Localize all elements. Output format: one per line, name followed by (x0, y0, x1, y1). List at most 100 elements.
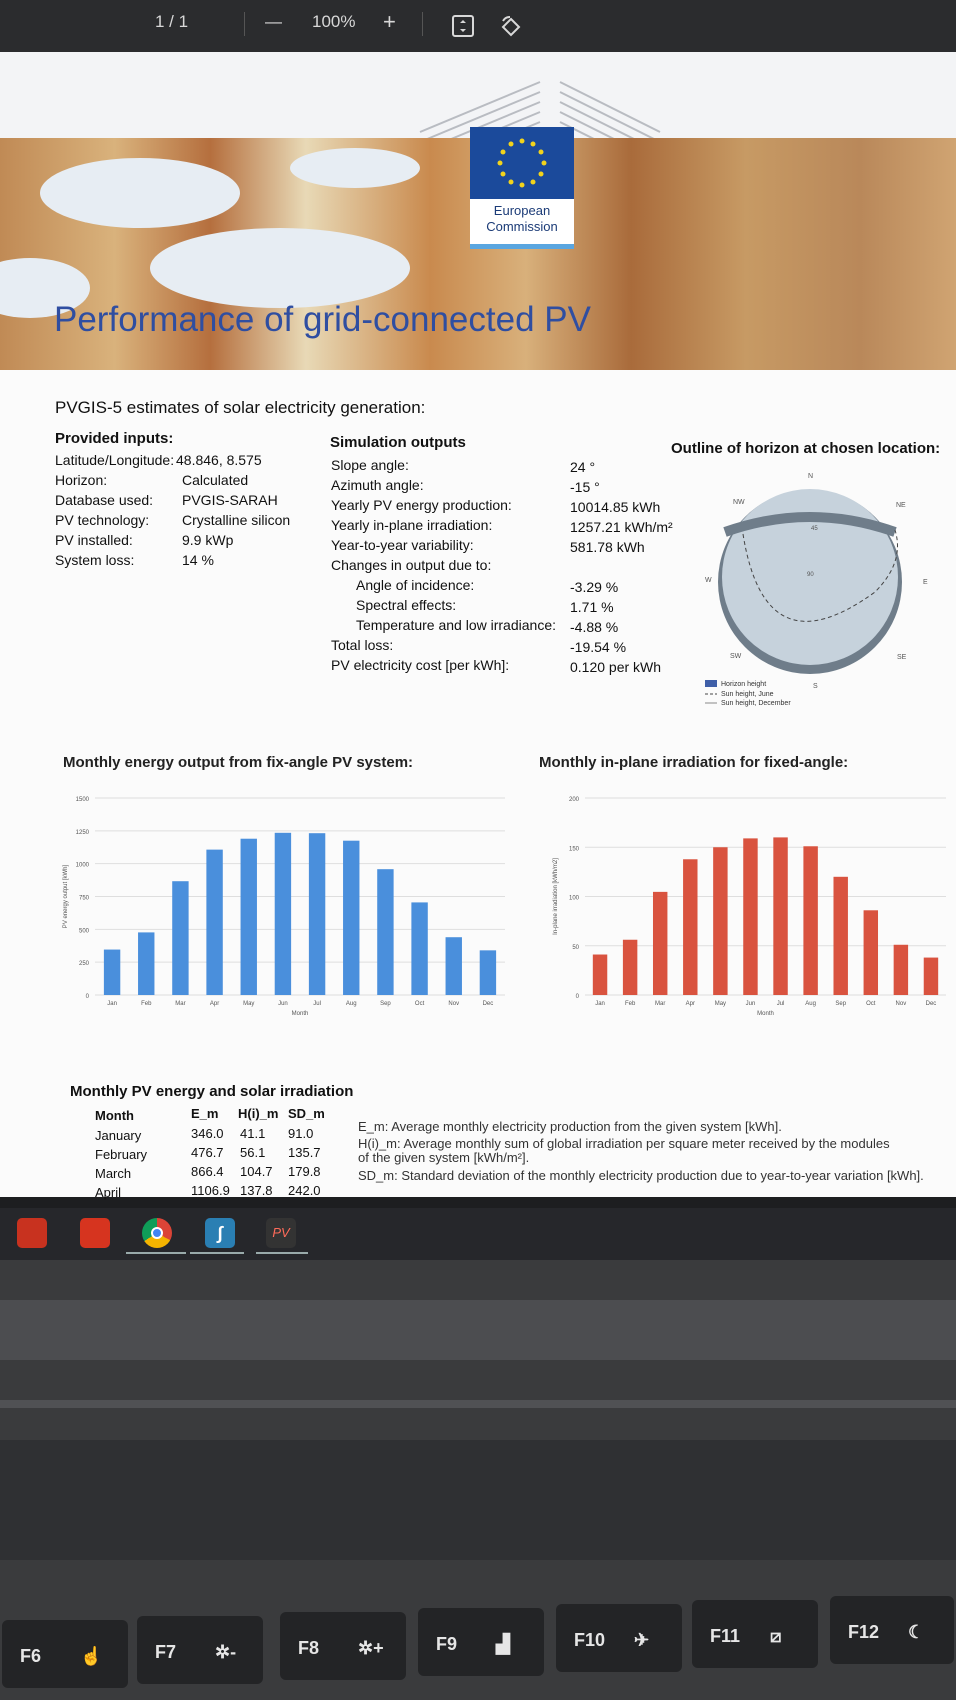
x-tick-label: Sep (835, 1001, 846, 1007)
key-f9[interactable]: F9 ▟ (418, 1608, 544, 1676)
horizon-polar-chart: N NE E SE S SW W NW 45 90 Horizon height… (705, 473, 928, 707)
bar (274, 832, 292, 995)
table-header-sdm: SD_m (288, 1106, 325, 1121)
table-title: Monthly PV energy and solar irradiation (70, 1083, 354, 1100)
x-tick-label: Feb (141, 1001, 152, 1007)
key-f11[interactable]: F11 ⧄ (692, 1600, 818, 1668)
key-f8[interactable]: F8 ✲+ (280, 1612, 406, 1680)
bar (833, 876, 848, 995)
compass-n: N (808, 473, 813, 480)
compass-sw: SW (730, 653, 742, 660)
chrome-icon[interactable] (142, 1218, 172, 1248)
output-value: -19.54 % (570, 639, 627, 655)
table-cell-sdm: 179.8 (288, 1164, 321, 1179)
legend-horizon-swatch (705, 680, 717, 687)
display-icon: ▟ (496, 1634, 510, 1654)
output-value: -3.29 % (570, 579, 619, 595)
irradiation-chart-title: Monthly in-plane irradiation for fixed-a… (539, 754, 849, 771)
bar (343, 840, 360, 995)
y-tick-label: 100 (569, 896, 580, 902)
page-indicator: 1 / 1 (155, 12, 189, 31)
brightness-up-icon: ✲+ (358, 1638, 384, 1658)
bar (445, 937, 462, 995)
key-f7[interactable]: F7 ✲- (137, 1616, 263, 1684)
table-note-him: H(i)_m: Average monthly sum of global ir… (358, 1136, 890, 1151)
x-tick-label: Jun (278, 1001, 288, 1007)
x-tick-label: Jun (746, 1001, 756, 1007)
zoom-in-button[interactable]: + (383, 9, 396, 34)
rotate-icon[interactable] (498, 14, 524, 40)
horizon-sky-disc (722, 489, 898, 665)
bar (172, 881, 189, 995)
legend-december: Sun height, December (721, 700, 791, 707)
office-app-icon[interactable] (17, 1218, 47, 1248)
key-f6[interactable]: F6 ☝ (2, 1620, 128, 1688)
x-tick-label: Jul (777, 1001, 785, 1007)
x-tick-label: Nov (896, 1001, 907, 1007)
bar (138, 932, 155, 995)
ring-label-90: 90 (807, 572, 814, 578)
y-tick-label: 150 (569, 846, 580, 852)
toolbar-divider (422, 12, 423, 36)
x-tick-label: May (243, 1001, 254, 1007)
y-tick-label: 500 (79, 928, 90, 934)
table-note-him-cont: of the given system [kWh/m²]. (358, 1150, 530, 1165)
bar (713, 847, 728, 995)
output-label: Temperature and low irradiance: (356, 617, 556, 633)
output-value: 1257.21 kWh/m² (570, 519, 673, 535)
office-app-icon[interactable] (80, 1218, 110, 1248)
table-header-month: Month (95, 1108, 134, 1123)
pvgis-app-icon[interactable]: PV (266, 1218, 296, 1248)
x-axis-label: Month (757, 1011, 774, 1017)
x-tick-label: Aug (805, 1001, 816, 1007)
key-label: F8 (298, 1638, 320, 1658)
table-cell-em: 866.4 (191, 1164, 224, 1179)
table-header-him: H(i)_m (238, 1106, 279, 1121)
y-axis-label: PV energy output [kWh] (63, 864, 69, 928)
input-value: 14 % (182, 552, 214, 568)
x-tick-label: Mar (655, 1001, 665, 1007)
key-f12[interactable]: F12 ☾ (830, 1596, 954, 1664)
table-cell-em: 1106.9 (191, 1183, 230, 1198)
ring-label-45: 45 (811, 526, 818, 532)
x-tick-label: Oct (866, 1001, 876, 1007)
table-header-em: E_m (191, 1106, 219, 1121)
ec-name-line-1: European (493, 203, 551, 218)
key-label: F10 (574, 1630, 606, 1650)
y-tick-label: 0 (86, 994, 90, 1000)
toolbar-divider (244, 12, 245, 36)
y-tick-label: 0 (576, 994, 580, 1000)
x-tick-label: Nov (448, 1001, 459, 1007)
output-value: 1.71 % (570, 599, 614, 615)
table-cell-him: 56.1 (240, 1145, 266, 1160)
screen-off-icon: ⧄ (770, 1626, 782, 1646)
x-tick-label: Oct (415, 1001, 425, 1007)
zoom-level: 100% (312, 12, 356, 31)
key-f10[interactable]: F10 ✈ (556, 1604, 682, 1672)
pdf-toolbar: 1 / 1 — 100% + (0, 0, 956, 52)
output-value: 581.78 kWh (570, 539, 645, 555)
output-label: Angle of incidence: (356, 577, 475, 593)
table-cell-month: March (95, 1166, 132, 1181)
table-cell-em: 476.7 (191, 1145, 224, 1160)
table-cell-him: 41.1 (240, 1126, 266, 1141)
compass-s: S (813, 683, 818, 690)
horizon-title: Outline of horizon at chosen location: (671, 440, 941, 457)
energy-output-bar-chart: 0 250 500 750 1000 1250 1500 Jan Feb Mar Apr May Jun… (63, 797, 505, 1017)
fit-page-icon[interactable] (451, 14, 475, 38)
y-tick-label: 200 (569, 797, 580, 803)
europe-map-banner (0, 138, 956, 370)
y-tick-label: 1000 (76, 863, 90, 869)
y-tick-label: 250 (79, 961, 90, 967)
table-cell-him: 137.8 (240, 1183, 273, 1198)
bar (308, 833, 326, 995)
bar (377, 869, 394, 995)
y-tick-label: 1500 (76, 797, 90, 803)
bar (803, 846, 818, 995)
brightness-down-icon: ✲- (215, 1642, 237, 1662)
zoom-out-button[interactable]: — (265, 12, 282, 31)
app-s-icon[interactable]: ∫ (205, 1218, 235, 1248)
input-label: PV technology: (55, 512, 150, 528)
input-label: System loss: (55, 552, 135, 568)
output-value: 10014.85 kWh (570, 499, 661, 515)
